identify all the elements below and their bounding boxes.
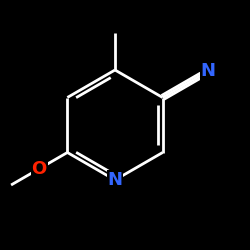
Text: O: O <box>32 160 47 178</box>
Text: N: N <box>200 62 216 80</box>
Text: N: N <box>108 171 122 189</box>
